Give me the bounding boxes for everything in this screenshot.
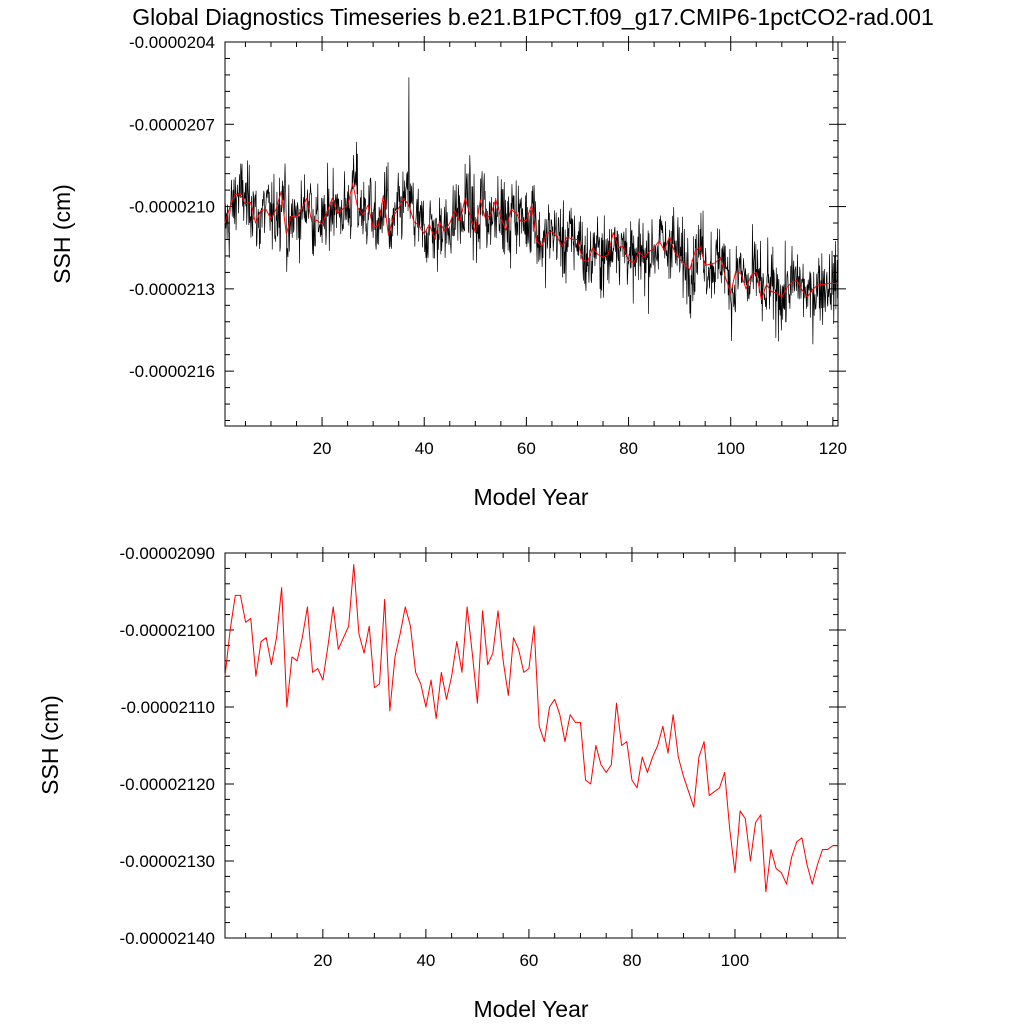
bottom-y-tick-label: -0.00002110 bbox=[121, 698, 215, 717]
top-x-tick-label: 60 bbox=[517, 439, 536, 458]
top-y-tick-label: -0.0000207 bbox=[129, 115, 215, 134]
top-monthly-series-line bbox=[224, 77, 838, 345]
bottom-y-axis-title: SSH (cm) bbox=[37, 695, 63, 795]
top-panel: 20 40 60 80 100 120 -0.0000204 -0.0000207 -0.000… bbox=[49, 33, 847, 510]
bottom-ticks: 20 40 60 80 100 -0.00002090 -0.00002100 -0.0000… bbox=[120, 544, 846, 970]
top-y-tick-label: -0.0000210 bbox=[129, 198, 215, 217]
top-y-axis-title: SSH (cm) bbox=[49, 184, 75, 284]
top-ticks: 20 40 60 80 100 120 -0.0000204 -0.0000207 -0.000… bbox=[129, 33, 847, 458]
top-y-tick-label: -0.0000216 bbox=[129, 362, 215, 381]
bottom-y-tick-label: -0.00002130 bbox=[120, 852, 215, 871]
top-series bbox=[224, 77, 838, 345]
top-x-tick-label: 80 bbox=[619, 439, 638, 458]
bottom-y-tick-label: -0.00002090 bbox=[120, 544, 215, 563]
bottom-y-tick-label: -0.00002100 bbox=[120, 621, 215, 640]
bottom-panel: 20 40 60 80 100 -0.00002090 -0.00002100 -0.0000… bbox=[37, 544, 846, 1022]
top-x-tick-label: 120 bbox=[819, 439, 847, 458]
top-y-tick-label: -0.0000204 bbox=[129, 33, 215, 52]
bottom-x-tick-label: 40 bbox=[416, 951, 435, 970]
bottom-x-axis-title: Model Year bbox=[473, 996, 588, 1022]
bottom-x-tick-label: 80 bbox=[622, 951, 641, 970]
bottom-y-tick-label: -0.00002140 bbox=[120, 929, 215, 948]
top-annual-series-line bbox=[224, 182, 838, 301]
figure-title: Global Diagnostics Timeseries b.e21.B1PC… bbox=[132, 4, 934, 30]
top-y-tick-label: -0.0000213 bbox=[129, 280, 215, 299]
bottom-y-tick-label: -0.00002120 bbox=[120, 775, 215, 794]
bottom-x-tick-label: 60 bbox=[519, 951, 538, 970]
bottom-x-tick-label: 20 bbox=[313, 951, 332, 970]
bottom-x-tick-label: 100 bbox=[721, 951, 749, 970]
top-x-tick-label: 20 bbox=[313, 439, 332, 458]
top-x-tick-label: 100 bbox=[717, 439, 745, 458]
bottom-plot-frame bbox=[224, 552, 839, 939]
bottom-annual-series-line bbox=[224, 564, 838, 893]
top-x-axis-title: Model Year bbox=[473, 484, 588, 510]
top-x-tick-label: 40 bbox=[415, 439, 434, 458]
bottom-series bbox=[224, 564, 838, 893]
top-plot-frame bbox=[224, 41, 839, 427]
